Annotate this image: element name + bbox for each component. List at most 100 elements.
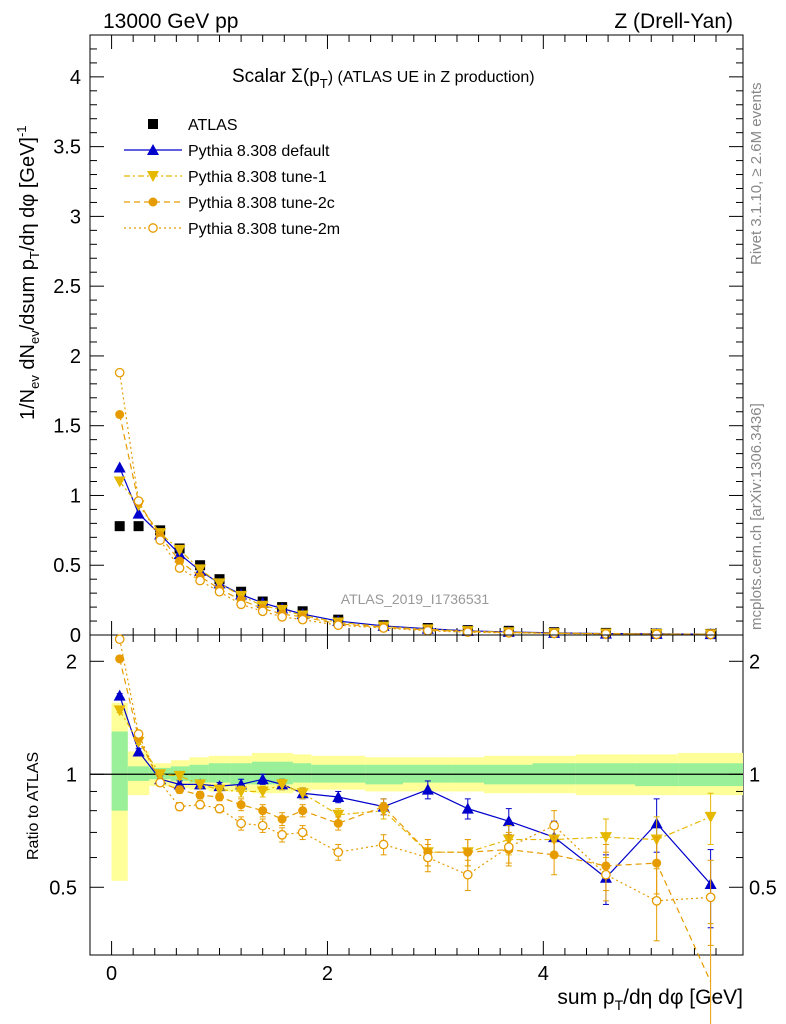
point-pythia-8-308-tune-2m [114, 367, 125, 378]
point-atlas [114, 521, 125, 532]
point-pythia-8-308-default [113, 461, 126, 473]
ratio-point-pythia-8-308-tune-2m [155, 777, 166, 788]
ratio-point-pythia-8-308-tune-2c [277, 814, 287, 824]
ratio-point-pythia-8-308-default [113, 689, 126, 701]
ratio-point-pythia-8-308-default [461, 802, 474, 814]
x-axis-label: sum pT/dη dφ [GeV] [557, 986, 743, 1013]
ratio-point-pythia-8-308-tune-2m [277, 829, 287, 840]
ratio-series-pythia-8-308-tune-2m [114, 634, 716, 946]
y-tick-label: 4 [70, 67, 81, 89]
point-pythia-8-308-tune-2m [297, 614, 308, 625]
ratio-point-pythia-8-308-tune-2c [236, 800, 246, 810]
legend-label-atlas: ATLAS [188, 117, 238, 134]
ratio-point-pythia-8-308-tune-1 [194, 779, 207, 791]
rivet-label: Rivet 3.1.10, ≥ 2.6M events [748, 83, 765, 266]
ratio-point-pythia-8-308-tune-1 [154, 769, 167, 781]
ratio-y-tick-label: 0.5 [49, 877, 77, 899]
ratio-y-tick-label-right: 0.5 [749, 877, 777, 899]
ratio-point-pythia-8-308-tune-1 [704, 811, 717, 823]
point-pythia-8-308-tune-1 [173, 544, 186, 556]
legend-label-pythia-8-308-default: Pythia 8.308 default [188, 143, 330, 160]
ratio-point-pythia-8-308-default [132, 745, 145, 757]
y-tick-label: 3.5 [53, 137, 81, 159]
ratio-point-pythia-8-308-default [332, 790, 345, 802]
mcplots-label: mcplots.cern.ch [arXiv:1306.3436] [748, 403, 765, 630]
point-pythia-8-308-tune-2m [462, 627, 473, 638]
y-tick-label: 1.5 [53, 416, 81, 438]
ratio-point-pythia-8-308-tune-2m [257, 820, 268, 831]
ratio-series-pythia-8-308-tune-2c [115, 654, 714, 1024]
ratio-point-pythia-8-308-tune-2m [333, 847, 344, 858]
point-pythia-8-308-tune-2c [115, 410, 125, 420]
y-tick-label: 0.5 [53, 555, 81, 577]
ratio-point-pythia-8-308-tune-1 [276, 779, 289, 791]
ratio-y-tick-label-right: 1 [749, 764, 760, 786]
ratio-y-tick-label: 2 [66, 651, 77, 673]
point-pythia-8-308-tune-2m [236, 599, 246, 610]
ratio-point-pythia-8-308-tune-2m [705, 892, 716, 903]
ratio-point-pythia-8-308-default [502, 815, 515, 827]
ratio-point-pythia-8-308-tune-2c [195, 790, 205, 800]
ratio-point-pythia-8-308-tune-2c [333, 818, 343, 828]
ratio-point-pythia-8-308-tune-2m [601, 869, 611, 880]
band-inner [208, 763, 231, 783]
ratio-series [113, 634, 717, 1024]
y-tick-label: 1 [70, 485, 81, 507]
header-left: 13000 GeV pp [103, 10, 238, 33]
chart-title-tail: ) (ATLAS UE in Z production) [328, 69, 535, 86]
y-tick-label: 3 [70, 206, 81, 228]
point-pythia-8-308-tune-2m [705, 629, 716, 640]
legend-marker-pythia-8-308-tune-2m [148, 223, 158, 233]
ratio-point-pythia-8-308-tune-2m [462, 869, 473, 880]
chart-title: Scalar Σ(pT) (ATLAS UE in Z production) [232, 66, 535, 91]
y-axis-label: 1/Nev dNev/dsum pT/dη dφ [GeV]-1 [14, 125, 42, 420]
band-inner [251, 761, 274, 785]
band-inner [111, 731, 128, 811]
main-series [113, 367, 717, 641]
ratio-point-pythia-8-308-tune-2m [549, 820, 559, 831]
y-tick-label: 2.5 [53, 276, 81, 298]
point-pythia-8-308-tune-1 [194, 564, 207, 576]
point-pythia-8-308-tune-2m [277, 612, 287, 622]
series-pythia-8-308-tune-1 [113, 476, 717, 641]
ratio-point-pythia-8-308-tune-2m [651, 896, 662, 906]
ratio-point-pythia-8-308-tune-1 [213, 784, 226, 796]
point-pythia-8-308-tune-2m [422, 625, 433, 636]
x-tick-label: 2 [322, 963, 333, 985]
ratio-point-pythia-8-308-tune-2c [549, 850, 559, 860]
point-pythia-8-308-tune-2m [195, 575, 205, 586]
ratio-point-pythia-8-308-tune-1 [332, 809, 345, 821]
ratio-point-pythia-8-308-tune-2c [258, 806, 268, 816]
legend-marker-pythia-8-308-tune-1 [147, 171, 159, 182]
ratio-point-pythia-8-308-tune-2m [133, 729, 144, 739]
point-pythia-8-308-tune-2m [257, 606, 268, 617]
band-inner [273, 761, 293, 785]
series-line-pythia-8-308-tune-1 [119, 481, 711, 635]
point-pythia-8-308-tune-2m [174, 563, 185, 573]
y-tick-label: 0 [70, 625, 81, 647]
legend: ATLAS Pythia 8.308 default Pythia 8.308 tu… [124, 117, 340, 238]
point-pythia-8-308-tune-2m [601, 629, 611, 639]
ratio-point-pythia-8-308-tune-1 [235, 786, 248, 798]
watermark: ATLAS_2019_I1736531 [341, 591, 490, 607]
ratio-point-pythia-8-308-tune-2c [115, 654, 125, 664]
ratio-point-pythia-8-308-tune-2m [236, 818, 246, 829]
point-pythia-8-308-tune-2m [333, 620, 344, 631]
band-inner [127, 766, 150, 781]
ratio-y-label: Ratio to ATLAS [25, 752, 42, 860]
ratio-point-pythia-8-308-tune-2m [114, 634, 125, 645]
point-pythia-8-308-default [132, 507, 145, 519]
ratio-point-pythia-8-308-tune-2c [463, 847, 473, 857]
ratio-point-pythia-8-308-tune-2m [297, 827, 308, 838]
ratio-point-pythia-8-308-tune-2c [652, 858, 662, 868]
ratio-axis-ticks: 0.5 0.5 1 1 2 2 0 2 4 [49, 635, 777, 985]
point-pythia-8-308-tune-2m [214, 586, 225, 597]
point-pythia-8-308-tune-2m [155, 535, 166, 545]
y-tick-label: 2 [70, 346, 81, 368]
legend-label-pythia-8-308-tune-1: Pythia 8.308 tune-1 [188, 169, 327, 186]
chart-title-sub: T [320, 76, 328, 91]
ratio-point-pythia-8-308-tune-2c [175, 785, 185, 795]
chart-title-main: Scalar Σ(p [232, 66, 320, 87]
ratio-panel: 0.5 0.5 1 1 2 2 0 2 4 Ratio to ATLAS [25, 634, 777, 1024]
